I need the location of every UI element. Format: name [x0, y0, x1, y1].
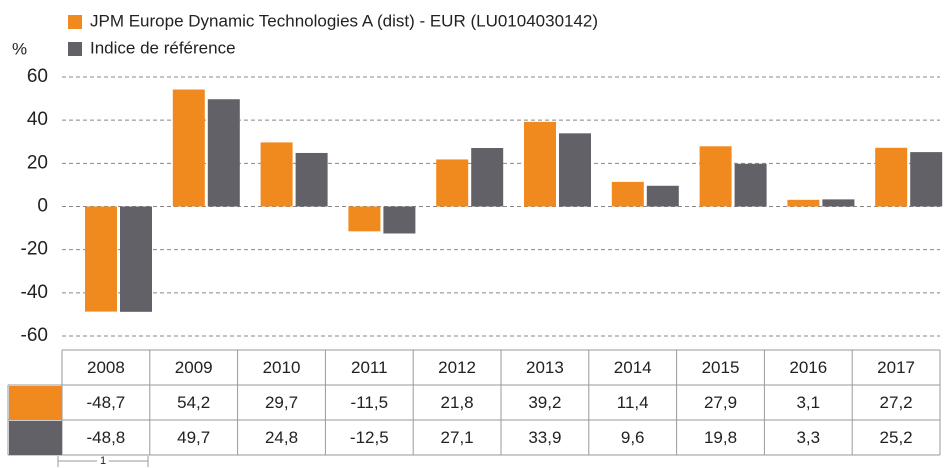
bar: [260, 142, 293, 207]
bar: [471, 148, 504, 207]
bar: [734, 163, 767, 207]
bar: [611, 181, 644, 207]
y-tick-label: -40: [21, 282, 48, 303]
table-year: 2014: [614, 358, 652, 377]
table-value: 3,1: [796, 393, 820, 412]
table-value: 49,7: [177, 428, 210, 447]
table-value: 19,8: [704, 428, 737, 447]
table-year: 2013: [526, 358, 564, 377]
table-value: 29,7: [265, 393, 298, 412]
table-value: -12,5: [350, 428, 389, 447]
table-value: 27,1: [441, 428, 474, 447]
y-tick-label: 0: [37, 196, 48, 217]
table-year: 2012: [438, 358, 476, 377]
table-year: 2016: [789, 358, 827, 377]
bar: [348, 206, 381, 232]
legend-swatch: [68, 15, 82, 29]
table-value: 27,2: [880, 393, 913, 412]
table-year: 2017: [877, 358, 915, 377]
table-value: 9,6: [621, 428, 645, 447]
table-value: 11,4: [617, 393, 649, 412]
table-year: 2010: [263, 358, 301, 377]
table-value: 24,8: [265, 428, 298, 447]
table-value: 3,3: [796, 428, 820, 447]
bar: [85, 206, 117, 312]
y-tick-label: 40: [27, 109, 48, 130]
y-tick-label: -20: [21, 239, 48, 260]
table-year: 2015: [702, 358, 740, 377]
bar: [646, 185, 679, 207]
legend-label: Indice de référence: [90, 38, 236, 57]
table-swatch: [9, 421, 62, 455]
scale-label: 1: [100, 455, 106, 467]
table-swatch: [9, 386, 62, 420]
table-year: 2008: [87, 358, 125, 377]
y-tick-label: -60: [21, 325, 48, 346]
table-value: 21,8: [441, 393, 474, 412]
bar: [875, 147, 908, 207]
table-value: 54,2: [177, 393, 210, 412]
bar: [207, 99, 240, 207]
table-value: 27,9: [704, 393, 737, 412]
legend-label: JPM Europe Dynamic Technologies A (dist)…: [90, 11, 598, 30]
bar: [172, 89, 205, 207]
y-axis-label: %: [12, 39, 27, 58]
table-value: -48,8: [87, 428, 126, 447]
bar: [295, 152, 328, 207]
table-value: -48,7: [87, 393, 126, 412]
table-year: 2009: [175, 358, 213, 377]
bar: [822, 199, 855, 207]
bar: [559, 133, 591, 207]
bar: [910, 152, 943, 207]
y-tick-label: 60: [27, 66, 48, 87]
bar: [436, 159, 469, 207]
table-value: -11,5: [351, 393, 389, 412]
bar: [524, 121, 556, 207]
table-value: 25,2: [880, 428, 913, 447]
bar: [120, 206, 152, 312]
legend-swatch: [68, 42, 82, 56]
bar: [787, 199, 820, 207]
bar: [699, 146, 732, 207]
table-value: 39,2: [528, 393, 561, 412]
table-value: 33,9: [528, 428, 561, 447]
bar: [383, 206, 416, 234]
table-year: 2011: [351, 358, 388, 377]
y-tick-label: 20: [27, 152, 48, 173]
